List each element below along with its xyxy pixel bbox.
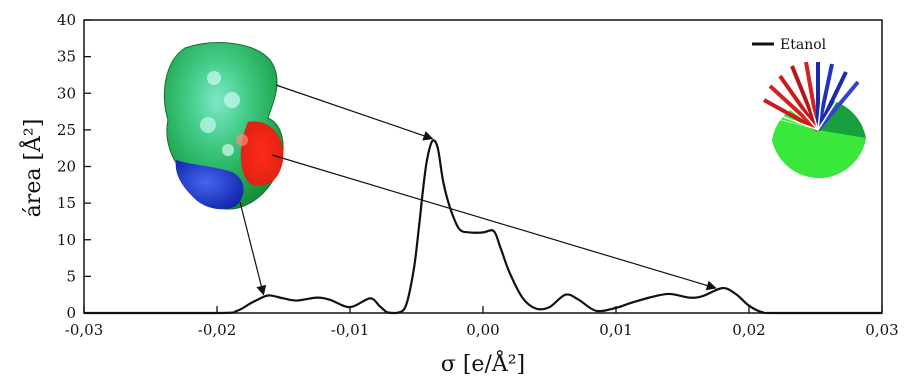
y-axis-label: área [Å²]: [18, 119, 46, 218]
y-tick-label: 35: [57, 48, 76, 66]
legend: Etanol: [752, 37, 827, 53]
series-line-etanol: [84, 139, 882, 315]
y-axis-ticks: 0 5 10 15 20 25 30 35 40: [57, 11, 91, 322]
legend-label-etanol: Etanol: [780, 37, 827, 53]
annotation-arrow: [239, 201, 267, 296]
y-tick-label: 20: [57, 158, 76, 176]
y-tick-label: 15: [57, 194, 76, 212]
annotation-arrow: [271, 154, 717, 291]
x-tick-label: 0,01: [599, 321, 632, 339]
annotation-arrows: [239, 84, 717, 296]
y-tick-label: 30: [57, 84, 76, 102]
y-tick-label: 0: [66, 304, 76, 322]
y-tick-label: 25: [57, 121, 76, 139]
x-axis-ticks: -0,03 -0,02 -0,01 0,00 0,01 0,02 0,03: [65, 306, 899, 339]
y-tick-label: 40: [57, 11, 76, 29]
molecule-surface-illustration: [163, 42, 284, 210]
x-axis-label: σ [e/Å²]: [441, 349, 525, 377]
annotation-arrow: [275, 84, 434, 141]
x-tick-label: -0,03: [65, 321, 103, 339]
x-tick-label: 0,02: [732, 321, 765, 339]
segment-pie-illustration: [759, 61, 866, 179]
x-tick-label: -0,02: [198, 321, 236, 339]
y-tick-label: 5: [66, 267, 76, 285]
y-tick-label: 10: [57, 231, 76, 249]
x-tick-label: -0,01: [331, 321, 369, 339]
x-tick-label: 0,03: [865, 321, 898, 339]
x-tick-label: 0,00: [466, 321, 499, 339]
